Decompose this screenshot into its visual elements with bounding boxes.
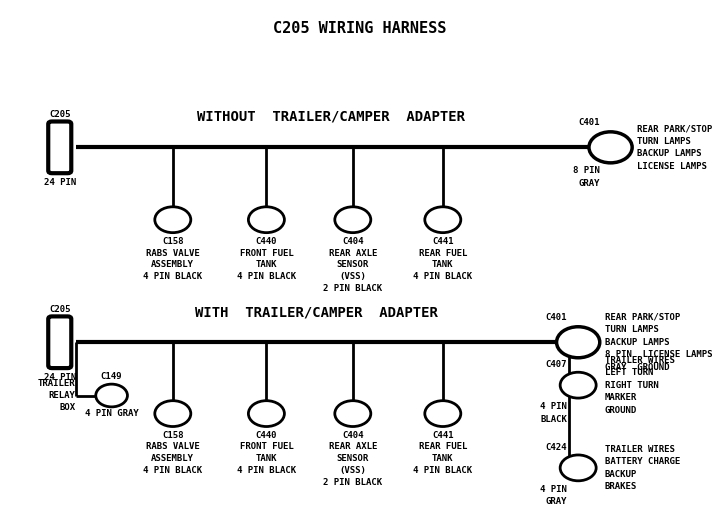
Circle shape xyxy=(560,372,596,398)
Text: WITHOUT  TRAILER/CAMPER  ADAPTER: WITHOUT TRAILER/CAMPER ADAPTER xyxy=(197,109,465,124)
Circle shape xyxy=(335,401,371,427)
Circle shape xyxy=(557,327,600,358)
Text: REAR PARK/STOP
TURN LAMPS
BACKUP LAMPS
LICENSE LAMPS: REAR PARK/STOP TURN LAMPS BACKUP LAMPS L… xyxy=(637,124,713,171)
Text: 4 PIN
BLACK: 4 PIN BLACK xyxy=(541,402,567,424)
Text: 4 PIN
GRAY: 4 PIN GRAY xyxy=(541,485,567,507)
Circle shape xyxy=(96,384,127,407)
Circle shape xyxy=(335,207,371,233)
Text: C149: C149 xyxy=(101,372,122,381)
Circle shape xyxy=(560,455,596,481)
Text: 4 PIN GRAY: 4 PIN GRAY xyxy=(85,409,138,418)
Text: C404
REAR AXLE
SENSOR
(VSS)
2 PIN BLACK: C404 REAR AXLE SENSOR (VSS) 2 PIN BLACK xyxy=(323,431,382,487)
Text: C440
FRONT FUEL
TANK
4 PIN BLACK: C440 FRONT FUEL TANK 4 PIN BLACK xyxy=(237,431,296,475)
Text: C158
RABS VALVE
ASSEMBLY
4 PIN BLACK: C158 RABS VALVE ASSEMBLY 4 PIN BLACK xyxy=(143,431,202,475)
Text: C205: C205 xyxy=(49,306,71,314)
Text: C205: C205 xyxy=(49,110,71,119)
Text: 24 PIN: 24 PIN xyxy=(44,178,76,187)
Text: C424: C424 xyxy=(546,443,567,452)
Text: WITH  TRAILER/CAMPER  ADAPTER: WITH TRAILER/CAMPER ADAPTER xyxy=(195,306,438,320)
Text: C441
REAR FUEL
TANK
4 PIN BLACK: C441 REAR FUEL TANK 4 PIN BLACK xyxy=(413,237,472,281)
Text: TRAILER
RELAY
BOX: TRAILER RELAY BOX xyxy=(38,379,76,412)
Text: C440
FRONT FUEL
TANK
4 PIN BLACK: C440 FRONT FUEL TANK 4 PIN BLACK xyxy=(237,237,296,281)
Text: TRAILER WIRES
LEFT TURN
RIGHT TURN
MARKER
GROUND: TRAILER WIRES LEFT TURN RIGHT TURN MARKE… xyxy=(605,356,675,415)
Circle shape xyxy=(248,401,284,427)
Text: C158
RABS VALVE
ASSEMBLY
4 PIN BLACK: C158 RABS VALVE ASSEMBLY 4 PIN BLACK xyxy=(143,237,202,281)
FancyBboxPatch shape xyxy=(48,121,71,173)
Circle shape xyxy=(155,207,191,233)
Text: REAR PARK/STOP
TURN LAMPS
BACKUP LAMPS
8 PIN  LICENSE LAMPS
GRAY  GROUND: REAR PARK/STOP TURN LAMPS BACKUP LAMPS 8… xyxy=(605,313,712,372)
Text: C205 WIRING HARNESS: C205 WIRING HARNESS xyxy=(274,21,446,36)
Text: 24 PIN: 24 PIN xyxy=(44,373,76,382)
FancyBboxPatch shape xyxy=(48,316,71,368)
Text: TRAILER WIRES
BATTERY CHARGE
BACKUP
BRAKES: TRAILER WIRES BATTERY CHARGE BACKUP BRAK… xyxy=(605,445,680,491)
Text: 8 PIN
GRAY: 8 PIN GRAY xyxy=(573,166,600,188)
Text: C441
REAR FUEL
TANK
4 PIN BLACK: C441 REAR FUEL TANK 4 PIN BLACK xyxy=(413,431,472,475)
Text: C407: C407 xyxy=(546,360,567,369)
Circle shape xyxy=(425,207,461,233)
Circle shape xyxy=(425,401,461,427)
Text: C401: C401 xyxy=(578,118,600,127)
Text: C401: C401 xyxy=(546,313,567,322)
Text: C404
REAR AXLE
SENSOR
(VSS)
2 PIN BLACK: C404 REAR AXLE SENSOR (VSS) 2 PIN BLACK xyxy=(323,237,382,293)
Circle shape xyxy=(155,401,191,427)
Circle shape xyxy=(589,132,632,163)
Circle shape xyxy=(248,207,284,233)
